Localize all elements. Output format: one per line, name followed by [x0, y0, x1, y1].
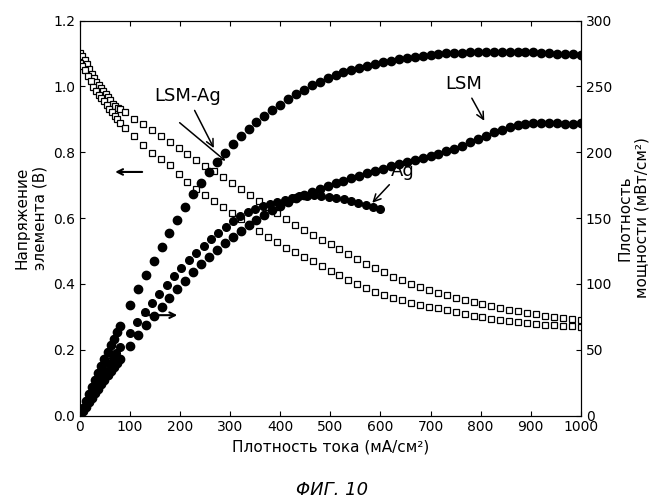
Text: LSM: LSM: [446, 75, 483, 120]
Text: LSM-Ag: LSM-Ag: [154, 87, 221, 146]
Text: Ag: Ag: [374, 162, 414, 202]
Text: ΦИГ. 10: ΦИГ. 10: [297, 481, 368, 499]
Y-axis label: Напряжение
элемента (В): Напряжение элемента (В): [15, 166, 47, 270]
X-axis label: Плотность тока (мА/см²): Плотность тока (мА/см²): [231, 440, 429, 455]
Y-axis label: Плотность
мощности (мВт/см²): Плотность мощности (мВт/см²): [618, 138, 650, 298]
